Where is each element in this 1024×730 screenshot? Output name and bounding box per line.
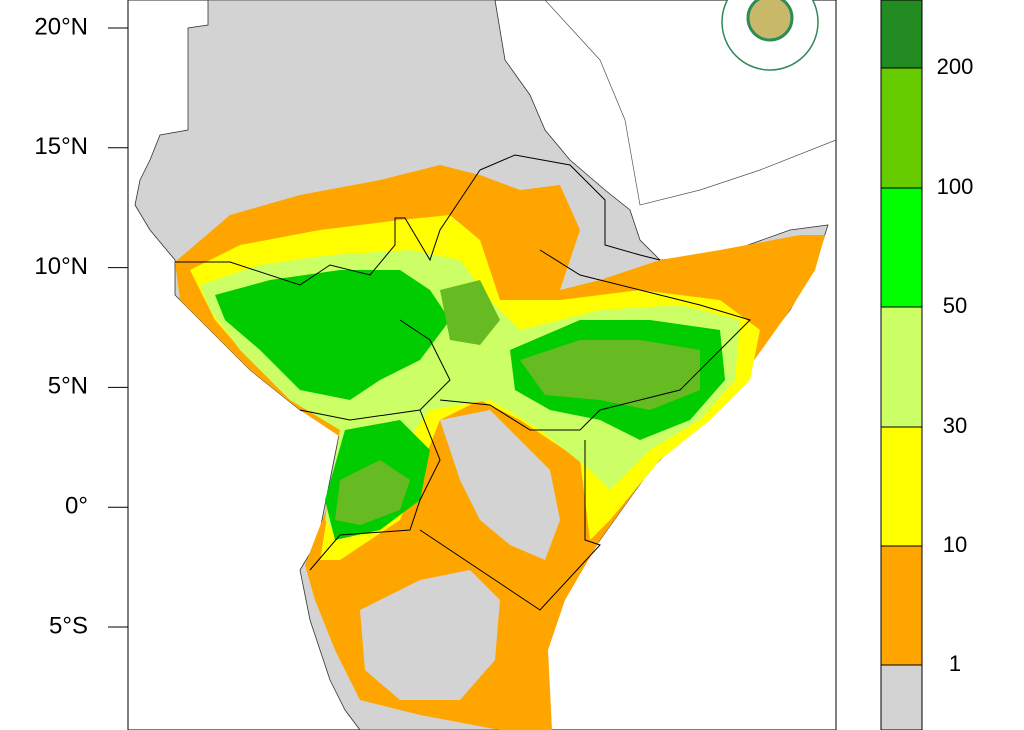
lat-label: 0° <box>65 493 88 520</box>
legend-swatch <box>880 67 923 189</box>
legend-swatch <box>880 0 923 69</box>
lat-label: 5°S <box>49 612 88 639</box>
border-lines <box>439 249 751 431</box>
lat-label: 20°N <box>34 13 88 40</box>
border-lines <box>175 169 481 286</box>
legend-swatch <box>880 306 923 428</box>
border-lines <box>299 319 451 421</box>
lat-label: 15°N <box>34 133 88 160</box>
legend-label: 200 <box>937 54 974 79</box>
border-lines <box>309 409 441 571</box>
rain-green <box>215 270 450 400</box>
legend-swatch <box>880 426 923 547</box>
legend-swatch <box>880 187 923 308</box>
lat-label: 5°N <box>48 373 88 400</box>
legend-swatch <box>880 545 923 666</box>
rain-gray-inner-2 <box>440 410 560 560</box>
border-lines <box>419 440 601 611</box>
legend-label: 30 <box>943 413 967 438</box>
legend-swatch <box>880 664 923 730</box>
coast-lines <box>544 0 837 206</box>
logo <box>746 0 794 42</box>
border-lines <box>479 154 661 261</box>
rain-midgreen-2 <box>440 280 500 345</box>
lat-axis: 20°N 15°N 10°N 5°N 0° 5°S <box>34 13 128 639</box>
lat-label: 10°N <box>34 253 88 280</box>
rain-midgreen <box>520 340 700 410</box>
legend: 200 100 50 30 10 1 <box>880 0 974 730</box>
map-area <box>127 0 837 730</box>
legend-label: 10 <box>943 532 967 557</box>
rain-gray-inner <box>360 570 500 700</box>
legend-label: 50 <box>943 293 967 318</box>
legend-label: 100 <box>937 174 974 199</box>
rain-midgreen-3 <box>335 460 410 525</box>
legend-label: 1 <box>949 651 961 676</box>
